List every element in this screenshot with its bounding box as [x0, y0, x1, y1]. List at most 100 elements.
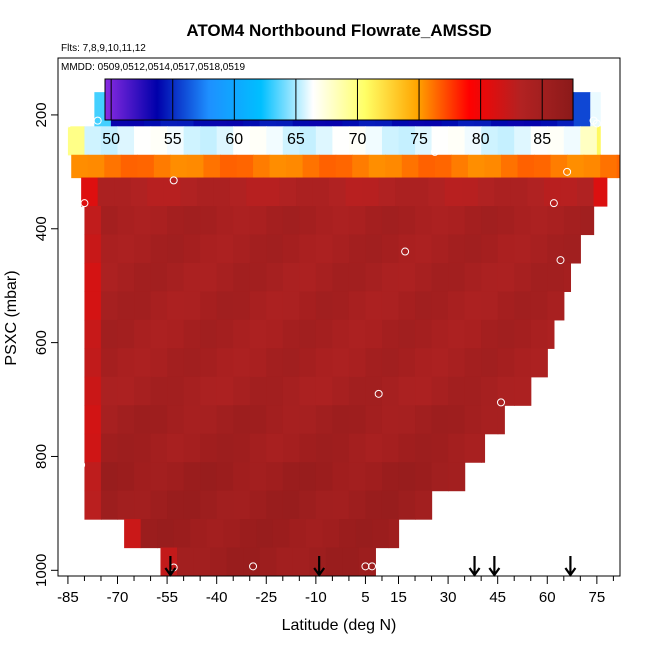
heatmap-cell	[398, 291, 416, 321]
heatmap-cell	[348, 348, 367, 378]
heatmap-cell	[183, 206, 201, 236]
x-tick-label: -10	[305, 589, 327, 606]
heatmap-cell	[150, 462, 168, 492]
heatmap-cell	[431, 433, 449, 463]
heatmap-cell	[348, 262, 367, 292]
heatmap-cell	[266, 262, 284, 292]
heatmap-cell	[388, 519, 400, 549]
heatmap-cell	[266, 234, 284, 264]
heatmap-cell	[332, 490, 350, 520]
heatmap-cell	[140, 519, 158, 549]
heatmap-cell	[117, 490, 135, 520]
heatmap-cell	[249, 405, 267, 435]
heatmap-cell	[464, 291, 482, 321]
heatmap-cell	[100, 291, 119, 321]
profile-point	[63, 119, 72, 128]
heatmap-cell	[464, 126, 482, 156]
y-tick-label: 200	[33, 102, 50, 127]
heatmap-cell	[596, 126, 601, 156]
plot-frame	[57, 57, 621, 577]
heatmap-cell	[167, 291, 185, 321]
heatmap-cell	[262, 177, 281, 207]
y-tick-label: 1000	[33, 554, 50, 587]
heatmap-cell	[332, 126, 350, 156]
heatmap-cell	[315, 291, 333, 321]
heatmap-cell	[315, 405, 333, 435]
heatmap-cell	[259, 547, 277, 576]
heatmap-cell	[282, 206, 300, 236]
heatmap-cell	[229, 177, 248, 207]
heatmap-cell	[183, 348, 201, 378]
heatmap-cell	[266, 433, 284, 463]
heatmap-cell	[464, 206, 482, 236]
heatmap-cell	[381, 376, 400, 406]
heatmap-cell	[167, 262, 185, 292]
heatmap-cell	[497, 206, 515, 236]
heatmap-cell	[100, 433, 119, 463]
heatmap-cell	[365, 348, 383, 378]
heatmap-cell	[299, 206, 317, 236]
heatmap-cell	[428, 177, 446, 207]
heatmap-cell	[216, 206, 234, 236]
heatmap-cell	[315, 376, 333, 406]
x-tick-label: 30	[440, 589, 457, 606]
heatmap-cell	[100, 126, 119, 156]
profile-point	[401, 247, 410, 256]
heatmap-cell	[365, 405, 383, 435]
heatmap-cell	[415, 291, 433, 321]
heatmap-cell	[233, 126, 251, 156]
y-tick-label: 400	[33, 216, 50, 241]
heatmap-cell	[249, 206, 267, 236]
heatmap-cell	[100, 348, 119, 378]
heatmap-cell	[84, 462, 102, 492]
heatmap-cell	[332, 234, 350, 264]
heatmap-cell	[415, 376, 433, 406]
heatmap-cell	[530, 126, 548, 156]
x-axis-label: Latitude (deg N)	[282, 617, 397, 634]
heatmap-cell	[183, 462, 201, 492]
heatmap-cell	[547, 262, 565, 292]
heatmap-cell	[448, 291, 466, 321]
heatmap-cell	[233, 291, 251, 321]
heatmap-cell	[365, 319, 383, 349]
heatmap-cell	[514, 126, 532, 156]
heatmap-cell	[530, 206, 548, 236]
heatmap-cell	[348, 126, 367, 156]
heatmap-cell	[266, 319, 284, 349]
heatmap-cell	[302, 154, 320, 179]
heatmap-cell	[299, 376, 317, 406]
heatmap-cell	[233, 376, 251, 406]
heatmap-cell	[481, 206, 499, 236]
profile-point	[430, 147, 439, 156]
heatmap-cell	[514, 348, 532, 378]
heatmap-cell	[494, 177, 512, 207]
heatmap-cell	[282, 376, 300, 406]
heatmap-cell	[335, 154, 353, 179]
heatmap-cell	[200, 348, 218, 378]
heatmap-cell	[210, 547, 228, 576]
heatmap-cell	[100, 376, 119, 406]
heatmap-cell	[249, 126, 267, 156]
heatmap-cell	[180, 177, 198, 207]
heatmap-cell	[150, 319, 168, 349]
heatmap-cell	[398, 348, 416, 378]
heatmap-cell	[157, 519, 175, 549]
heatmap-cell	[147, 177, 165, 207]
heatmap-cell	[81, 177, 99, 207]
heatmap-cell	[206, 519, 224, 549]
colorbar-tick-label: 80	[472, 131, 490, 148]
heatmap-cell	[467, 154, 486, 179]
heatmap-cell	[272, 519, 291, 549]
flight-arrow	[564, 556, 577, 577]
heatmap-cell	[216, 376, 234, 406]
heatmap-cell	[120, 154, 138, 179]
heatmap-cell	[134, 462, 152, 492]
heatmap-cell	[233, 433, 251, 463]
heatmap-cell	[266, 291, 284, 321]
heatmap-cell	[282, 490, 300, 520]
heatmap-cell	[481, 234, 499, 264]
heatmap-cell	[233, 348, 251, 378]
heatmap-cell	[381, 405, 400, 435]
heatmap-cell	[292, 547, 310, 576]
heatmap-cell	[365, 376, 383, 406]
